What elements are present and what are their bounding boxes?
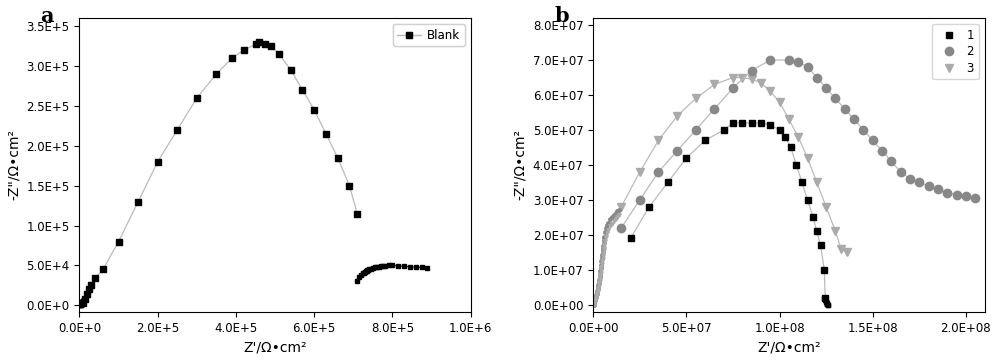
2 bbox=[820, 86, 832, 90]
3 bbox=[736, 75, 748, 80]
2 bbox=[923, 184, 935, 188]
1 bbox=[662, 180, 674, 184]
1 bbox=[811, 229, 823, 234]
1 bbox=[818, 268, 830, 272]
Y-axis label: -Z"/Ω•cm²: -Z"/Ω•cm² bbox=[7, 130, 21, 200]
1 bbox=[764, 122, 776, 127]
2 bbox=[857, 128, 869, 132]
3 bbox=[727, 75, 739, 80]
2 bbox=[811, 75, 823, 80]
2 bbox=[932, 187, 944, 192]
1 bbox=[802, 198, 814, 202]
1 bbox=[755, 121, 767, 125]
3 bbox=[746, 77, 758, 82]
1 bbox=[699, 138, 711, 143]
1 bbox=[625, 236, 637, 240]
2 bbox=[783, 58, 795, 62]
2 bbox=[913, 180, 925, 184]
2 bbox=[792, 60, 804, 64]
3 bbox=[792, 135, 804, 139]
2 bbox=[969, 196, 981, 200]
2 bbox=[867, 138, 879, 143]
3 bbox=[764, 89, 776, 93]
3 bbox=[802, 156, 814, 160]
3 bbox=[841, 250, 853, 255]
1 bbox=[746, 121, 758, 125]
1 bbox=[774, 128, 786, 132]
2 bbox=[876, 149, 888, 153]
1 bbox=[807, 215, 819, 219]
2 bbox=[941, 191, 953, 195]
2 bbox=[951, 192, 963, 197]
2 bbox=[634, 198, 646, 202]
2 bbox=[885, 159, 897, 164]
1 bbox=[680, 156, 692, 160]
Line: 1: 1 bbox=[627, 119, 829, 301]
Legend: Blank: Blank bbox=[393, 24, 465, 47]
2 bbox=[746, 68, 758, 73]
1 bbox=[779, 135, 791, 139]
2 bbox=[829, 96, 841, 101]
2 bbox=[652, 170, 664, 174]
1 bbox=[643, 205, 655, 209]
2 bbox=[839, 107, 851, 111]
3 bbox=[634, 170, 646, 174]
2 bbox=[764, 58, 776, 62]
X-axis label: Z'/Ω•cm²: Z'/Ω•cm² bbox=[243, 340, 307, 354]
1 bbox=[796, 180, 808, 184]
Text: a: a bbox=[40, 6, 54, 26]
3 bbox=[690, 96, 702, 101]
Line: 3: 3 bbox=[617, 73, 851, 257]
1 bbox=[727, 121, 739, 125]
Text: b: b bbox=[554, 6, 569, 26]
3 bbox=[783, 117, 795, 122]
1 bbox=[718, 128, 730, 132]
3 bbox=[829, 229, 841, 234]
1 bbox=[815, 243, 827, 248]
2 bbox=[904, 177, 916, 181]
3 bbox=[708, 82, 720, 87]
2 bbox=[708, 107, 720, 111]
3 bbox=[615, 205, 627, 209]
2 bbox=[615, 226, 627, 230]
1 bbox=[785, 145, 797, 149]
2 bbox=[727, 86, 739, 90]
2 bbox=[671, 149, 683, 153]
Y-axis label: -Z"/Ω•cm²: -Z"/Ω•cm² bbox=[513, 130, 527, 200]
2 bbox=[848, 117, 860, 122]
3 bbox=[820, 205, 832, 209]
Legend: 1, 2, 3: 1, 2, 3 bbox=[932, 24, 979, 79]
3 bbox=[774, 100, 786, 104]
2 bbox=[802, 65, 814, 69]
X-axis label: Z'/Ω•cm²: Z'/Ω•cm² bbox=[757, 340, 821, 354]
3 bbox=[835, 247, 847, 251]
2 bbox=[895, 170, 907, 174]
1 bbox=[819, 296, 831, 300]
1 bbox=[790, 163, 802, 167]
Line: 2: 2 bbox=[617, 56, 979, 232]
2 bbox=[690, 128, 702, 132]
3 bbox=[755, 81, 767, 85]
3 bbox=[652, 138, 664, 143]
3 bbox=[811, 180, 823, 184]
3 bbox=[671, 114, 683, 118]
2 bbox=[960, 194, 972, 199]
1 bbox=[736, 121, 748, 125]
